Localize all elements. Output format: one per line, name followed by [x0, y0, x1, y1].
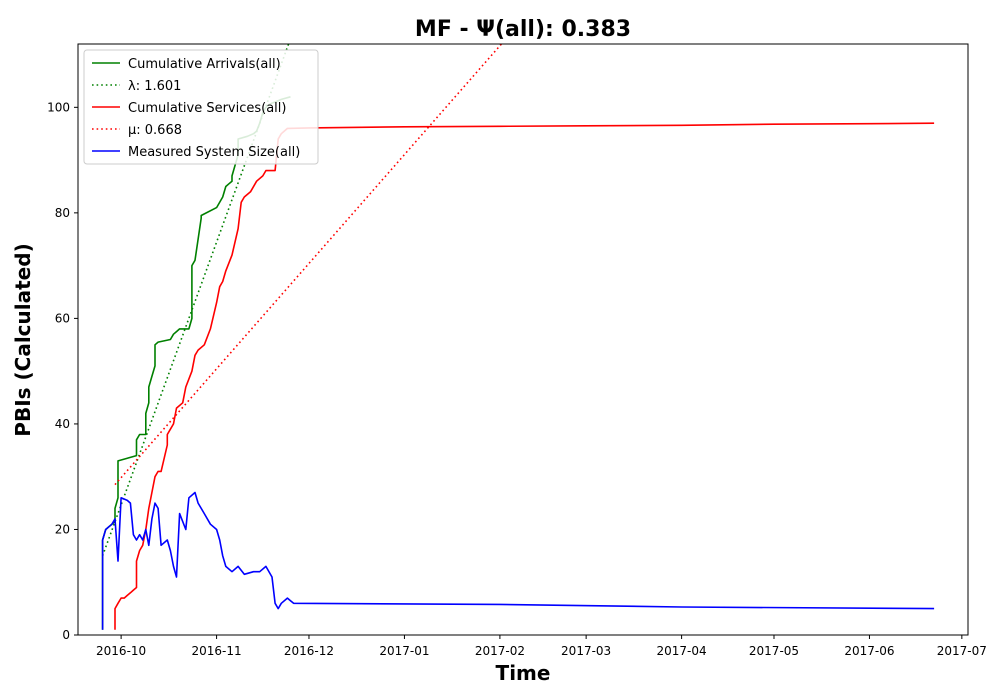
y-tick-label: 0 [62, 628, 70, 642]
legend-label: μ: 0.668 [128, 123, 182, 138]
x-tick-label: 2017-02 [475, 644, 525, 658]
legend-label: Cumulative Arrivals(all) [128, 57, 281, 72]
x-tick-label: 2017-04 [657, 644, 707, 658]
legend-label: Cumulative Services(all) [128, 101, 286, 116]
legend-label: Measured System Size(all) [128, 145, 300, 160]
y-tick-label: 100 [47, 100, 70, 114]
x-tick-label: 2016-12 [284, 644, 334, 658]
x-tick-label: 2017-05 [749, 644, 799, 658]
y-axis: 0 20 40 60 80 100 [47, 100, 78, 642]
legend-box [83, 49, 319, 165]
y-tick-label: 80 [55, 206, 70, 220]
y-axis-title: PBIs (Calculated) [11, 243, 35, 436]
y-tick-label: 20 [55, 522, 70, 536]
x-tick-label: 2017-01 [379, 644, 429, 658]
x-axis: 2016-10 2016-11 2016-12 2017-01 2017-02 2017-… [96, 635, 987, 658]
y-tick-label: 60 [55, 311, 70, 325]
x-tick-label: 2016-10 [96, 644, 146, 658]
chart-title: MF - Ψ(all): 0.383 [415, 17, 631, 42]
system-size-line [101, 491, 935, 630]
cumulative-services-line [114, 122, 935, 630]
x-axis-title: Time [496, 661, 551, 685]
x-tick-label: 2016-11 [192, 644, 242, 658]
x-tick-label: 2017-07 [937, 644, 987, 658]
legend-label: λ: 1.601 [128, 79, 181, 94]
legend: Cumulative Arrivals(all) λ: 1.601 Cumulati… [83, 49, 319, 165]
y-tick-label: 40 [55, 417, 70, 431]
x-tick-label: 2017-06 [844, 644, 894, 658]
x-tick-label: 2017-03 [561, 644, 611, 658]
plot-frame [77, 43, 969, 636]
